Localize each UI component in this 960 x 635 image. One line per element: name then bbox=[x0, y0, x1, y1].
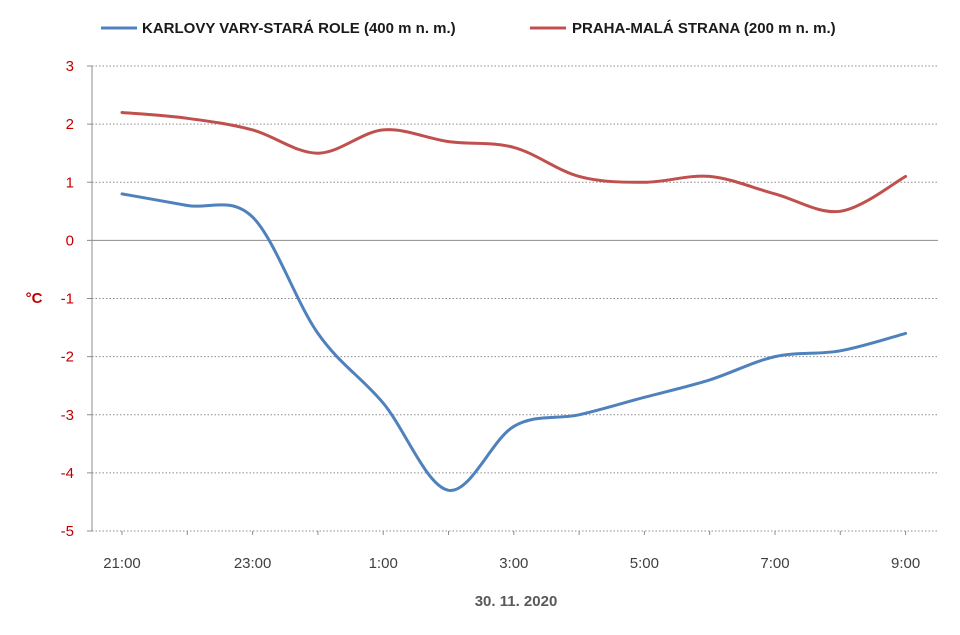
data-point bbox=[447, 489, 450, 492]
x-tick-label: 23:00 bbox=[234, 555, 272, 572]
x-axis-ticks: 21:00 23:00 1:00 3:00 5:00 7:00 9:00 bbox=[103, 531, 920, 572]
data-point bbox=[643, 396, 646, 399]
data-point bbox=[839, 349, 842, 352]
data-point bbox=[643, 181, 646, 184]
series-lines bbox=[120, 111, 908, 492]
data-point bbox=[121, 111, 124, 114]
x-tick-label: 7:00 bbox=[760, 555, 789, 572]
y-axis-label: °C bbox=[26, 290, 43, 307]
data-point bbox=[317, 332, 320, 335]
data-point bbox=[251, 129, 254, 132]
data-point bbox=[774, 355, 777, 358]
data-point bbox=[512, 146, 515, 149]
data-point bbox=[708, 175, 711, 178]
y-tick-label: 0 bbox=[66, 232, 74, 249]
x-tick-label: 1:00 bbox=[369, 555, 398, 572]
data-point bbox=[447, 140, 450, 143]
data-point bbox=[904, 175, 907, 178]
data-point bbox=[382, 129, 385, 132]
legend-label-praha: PRAHA-MALÁ STRANA (200 m n. m.) bbox=[572, 20, 836, 37]
data-point bbox=[382, 402, 385, 405]
data-point bbox=[774, 192, 777, 195]
y-tick-label: -3 bbox=[61, 407, 74, 424]
data-point bbox=[317, 152, 320, 155]
data-point bbox=[186, 204, 189, 207]
y-tick-label: -5 bbox=[61, 523, 74, 540]
data-point bbox=[251, 216, 254, 219]
x-axis-label: 30. 11. 2020 bbox=[475, 593, 558, 610]
data-point bbox=[578, 413, 581, 416]
legend-label-karlovy-vary: KARLOVY VARY-STARÁ ROLE (400 m n. m.) bbox=[142, 20, 456, 37]
y-tick-label: -4 bbox=[61, 465, 74, 482]
data-point bbox=[578, 175, 581, 178]
data-point bbox=[839, 210, 842, 213]
gridlines bbox=[92, 65, 938, 532]
y-tick-label: 3 bbox=[66, 58, 74, 75]
legend: KARLOVY VARY-STARÁ ROLE (400 m n. m.) PR… bbox=[101, 20, 836, 37]
data-point bbox=[904, 332, 907, 335]
series-line-0 bbox=[120, 192, 908, 492]
x-tick-label: 5:00 bbox=[630, 555, 659, 572]
x-tick-label: 9:00 bbox=[891, 555, 920, 572]
y-tick-label: -1 bbox=[61, 291, 74, 308]
y-tick-label: 2 bbox=[66, 116, 74, 133]
series-line-1 bbox=[120, 111, 908, 214]
y-tick-label: -2 bbox=[61, 349, 74, 366]
x-tick-label: 3:00 bbox=[499, 555, 528, 572]
y-axis-ticks: 3 2 1 0 -1 -2 -3 -4 -5 bbox=[61, 58, 92, 540]
x-tick-label: 21:00 bbox=[103, 555, 141, 572]
data-point bbox=[121, 192, 124, 195]
data-point bbox=[186, 117, 189, 120]
data-point bbox=[512, 425, 515, 428]
y-tick-label: 1 bbox=[66, 174, 74, 191]
data-point bbox=[708, 378, 711, 381]
